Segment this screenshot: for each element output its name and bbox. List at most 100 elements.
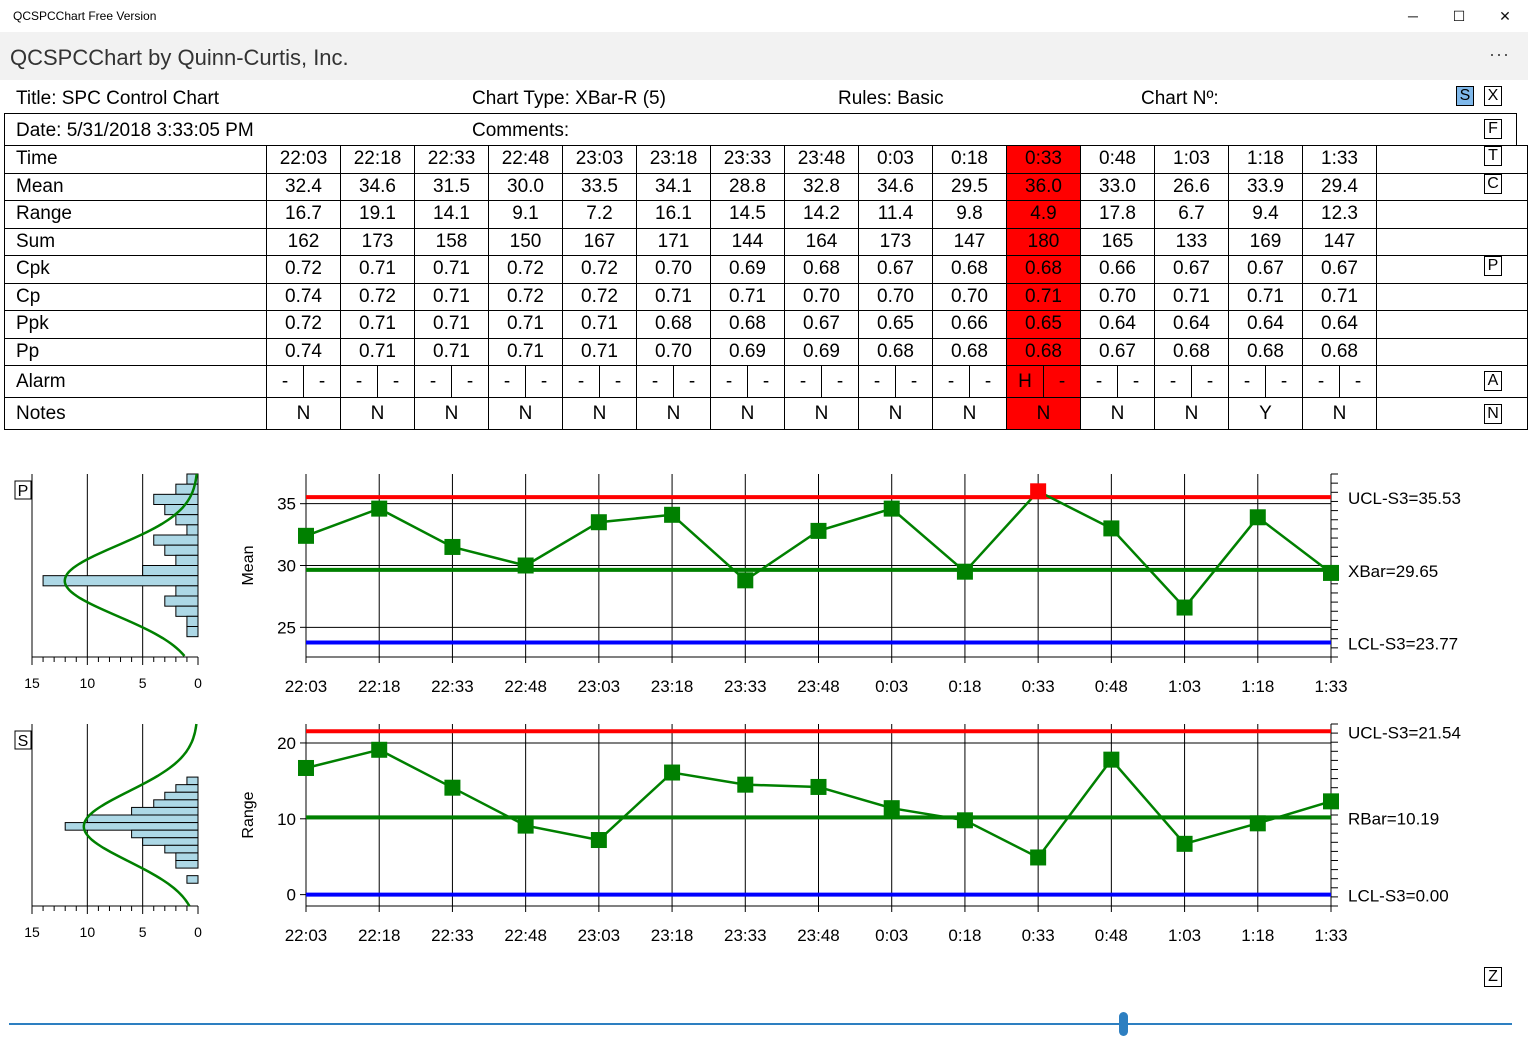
control-limit-label: UCL-S3=35.53 [1348,489,1461,508]
histogram-bar [175,860,199,869]
cp-cell: 0.72 [340,282,415,311]
alarm-data-point [1030,483,1047,500]
sum-cell: 173 [340,227,415,256]
cpk-cell: 0.67 [858,255,933,284]
time-scrollbar-track[interactable] [9,1023,1512,1025]
empty-cell [1376,145,1528,174]
notes-cell[interactable]: N [414,397,489,430]
range-cell: 17.8 [1080,200,1155,229]
alarm-high-flag: - [651,371,659,392]
notes-cell[interactable]: N [1080,397,1155,430]
cp-cell: 0.70 [784,282,859,311]
alarm-high-flag: - [355,371,363,392]
time-cell: 22:03 [266,145,341,174]
mean-cell: 32.4 [266,172,341,201]
histogram-tick-label: 0 [194,675,202,691]
notes-cell[interactable]: N [488,397,563,430]
alarm-cell: H- [1006,365,1081,398]
series-line [305,489,1332,610]
x-tick-label: 1:33 [1314,677,1347,696]
ppk-cell: 0.64 [1154,310,1229,339]
mean-cell: 33.9 [1228,172,1303,201]
cp-cell: 0.72 [488,282,563,311]
notes-cell[interactable]: N [784,397,859,430]
pp-cell: 0.69 [710,337,785,366]
x-tick-label: 1:18 [1241,677,1274,696]
notes-cell[interactable]: N [636,397,711,430]
ppk-cell: 0.71 [414,310,489,339]
x-tick-label: 23:03 [578,677,621,696]
ppk-cell: 0.64 [1228,310,1303,339]
range-cell: 9.4 [1228,200,1303,229]
notes-cell[interactable]: N [562,397,637,430]
toggle-f-button[interactable]: F [1484,119,1502,139]
notes-cell[interactable]: Y [1228,397,1303,430]
alarm-high-flag: - [1095,371,1103,392]
ppk-row: Ppk 0.72 0.71 0.71 0.71 0.71 0.68 0.68 0.67 0.65 0… [4,310,1528,339]
notes-cell[interactable]: N [1302,397,1377,430]
mean-cell: 34.6 [340,172,415,201]
pp-cell: 0.71 [488,337,563,366]
range-cell: 14.1 [414,200,489,229]
alarm-cell: -- [414,365,489,398]
chart-date: Date: 5/31/2018 3:33:05 PM [16,120,254,141]
histogram-bar [153,799,199,808]
ppk-cell: 0.71 [562,310,637,339]
notes-cell[interactable]: N [1154,397,1229,430]
histogram-toggle-label: S [18,733,29,750]
data-point [1249,815,1266,832]
notes-cell[interactable]: N [710,397,785,430]
notes-cell[interactable]: N [858,397,933,430]
histogram-toggle-button[interactable]: P [14,480,32,500]
data-point [810,522,827,539]
data-point [664,506,681,523]
alarm-high-flag: - [725,371,733,392]
notes-cell[interactable]: N [932,397,1007,430]
minimize-button[interactable]: ─ [1408,8,1418,24]
histogram-bar [164,844,199,854]
cpk-row: Cpk 0.72 0.71 0.71 0.72 0.72 0.70 0.69 0.68 0.67 0… [4,255,1528,284]
x-tick-label: 1:03 [1168,926,1201,945]
empty-cell [1376,337,1528,366]
histogram-bar [42,575,199,587]
time-scrollbar-thumb[interactable] [1119,1012,1128,1036]
x-tick-label: 0:03 [875,677,908,696]
cpk-cell: 0.68 [1006,255,1081,284]
cp-cell: 0.71 [636,282,711,311]
maximize-button[interactable]: ☐ [1452,8,1466,24]
toggle-x-button[interactable]: X [1484,86,1502,106]
alarm-row: Alarm - - - - - - - - - - - - - - - - - - - - H - - - - - - - - - [4,365,1528,398]
alarm-low-flag: - [969,366,1006,397]
cpk-cell: 0.67 [1154,255,1229,284]
x-tick-label: 0:03 [875,926,908,945]
window-titlebar: QCSPCChart Free Version ─ ☐ ✕ [0,0,1528,32]
histogram-toggle-box [14,730,32,750]
time-cell: 22:18 [340,145,415,174]
empty-cell [1376,397,1528,430]
x-tick-label: 0:48 [1095,926,1128,945]
toggle-z-button[interactable]: Z [1484,967,1502,987]
close-button[interactable]: ✕ [1499,8,1511,24]
cp-cell: 0.70 [858,282,933,311]
ppk-cell: 0.67 [784,310,859,339]
cpk-cell: 0.68 [932,255,1007,284]
histogram-bar [186,473,199,485]
empty-cell [1376,172,1528,201]
notes-cell[interactable]: N [1006,397,1081,430]
cp-cell: 0.70 [932,282,1007,311]
chart-title: Title: SPC Control Chart [16,88,220,109]
mean-cell: 33.5 [562,172,637,201]
notes-cell[interactable]: N [266,397,341,430]
data-point [517,817,534,834]
pp-cell: 0.68 [1154,337,1229,366]
toggle-s-button[interactable]: S [1456,86,1474,106]
ppk-cell: 0.72 [266,310,341,339]
notes-cell[interactable]: N [340,397,415,430]
alarm-cell: -- [266,365,341,398]
more-options-button[interactable]: ··· [1489,44,1510,64]
histogram-toggle-button[interactable]: S [14,730,32,750]
cpk-cell: 0.67 [1302,255,1377,284]
normal-distribution-curve [63,473,198,657]
alarm-high-flag: - [799,371,807,392]
time-cell: 1:18 [1228,145,1303,174]
